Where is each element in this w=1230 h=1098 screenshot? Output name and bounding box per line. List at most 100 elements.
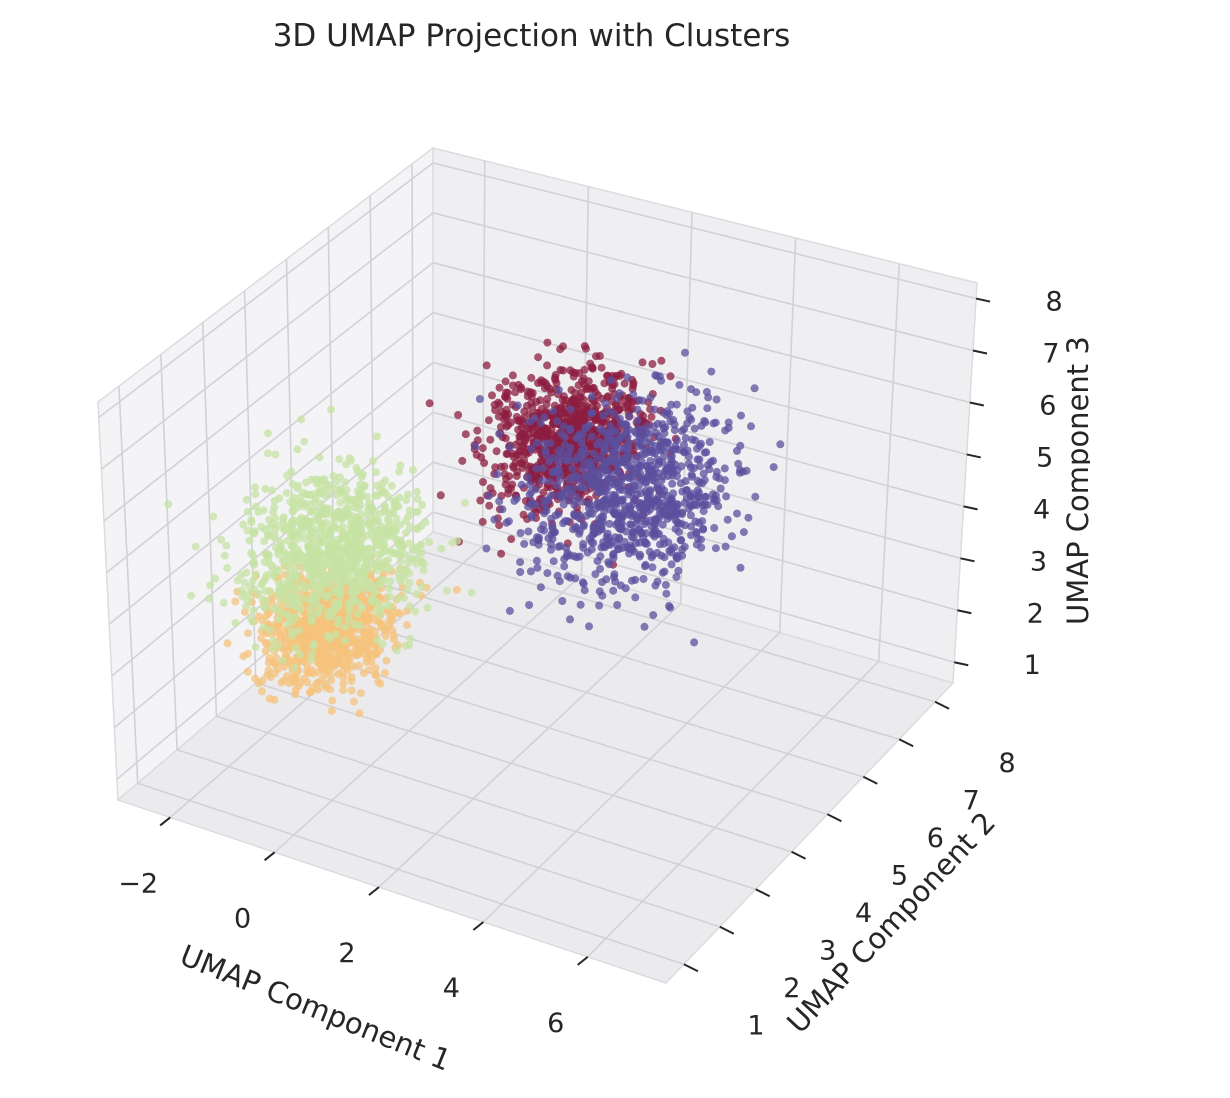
data-point <box>307 500 315 509</box>
data-point <box>520 456 529 465</box>
data-point <box>558 597 567 605</box>
data-point <box>347 673 356 681</box>
data-point <box>600 379 609 388</box>
data-point <box>315 453 324 462</box>
data-point <box>307 655 315 664</box>
data-point <box>320 475 329 483</box>
grid-line <box>98 162 434 419</box>
data-point <box>663 511 672 520</box>
data-point <box>285 612 294 621</box>
data-point <box>668 479 677 488</box>
data-point <box>394 548 403 557</box>
data-point <box>510 496 519 505</box>
data-point <box>304 557 313 566</box>
z-tick-mark <box>969 401 985 407</box>
data-point <box>565 448 574 457</box>
data-point <box>612 479 621 487</box>
data-point <box>401 641 410 650</box>
data-point <box>678 510 687 518</box>
data-point <box>596 552 605 561</box>
data-point <box>475 395 484 403</box>
data-point <box>282 489 291 497</box>
data-point <box>372 468 381 477</box>
data-point <box>596 564 604 573</box>
data-point <box>690 494 699 503</box>
data-point <box>413 495 422 504</box>
data-point <box>751 492 760 501</box>
data-point <box>292 562 301 571</box>
data-point <box>387 481 396 490</box>
data-point <box>296 605 305 614</box>
grid-line <box>111 411 434 677</box>
data-point <box>399 542 408 550</box>
data-point <box>295 650 304 659</box>
data-point <box>341 622 350 631</box>
data-point <box>716 484 725 493</box>
data-point <box>675 380 684 389</box>
grid-line <box>432 261 971 404</box>
data-point <box>373 491 382 500</box>
data-point <box>600 487 609 496</box>
data-point <box>297 415 306 424</box>
data-point <box>541 446 550 455</box>
data-point <box>505 443 514 452</box>
data-point <box>670 426 679 435</box>
data-point <box>333 511 342 520</box>
data-point <box>264 530 272 539</box>
data-point <box>395 467 404 476</box>
data-point <box>577 439 586 448</box>
data-point <box>640 445 649 454</box>
z-tick-mark <box>954 661 969 667</box>
data-point <box>711 418 720 427</box>
grid-line <box>373 581 900 741</box>
data-point <box>571 456 580 465</box>
data-point <box>610 573 618 582</box>
data-point <box>681 434 690 443</box>
grid-line <box>482 632 781 923</box>
data-point <box>291 581 300 590</box>
data-point <box>665 501 674 510</box>
data-point <box>371 664 380 673</box>
data-point <box>288 541 297 550</box>
z-tick-mark <box>966 453 981 459</box>
data-point <box>733 446 741 455</box>
data-point <box>655 443 664 452</box>
data-point <box>585 622 593 631</box>
data-point <box>501 377 510 386</box>
data-point <box>492 447 501 456</box>
data-point <box>412 590 421 598</box>
data-point <box>353 495 362 504</box>
data-point <box>298 579 307 588</box>
data-point <box>324 489 333 498</box>
data-point <box>353 609 362 618</box>
data-point <box>647 412 656 421</box>
data-point <box>347 456 356 465</box>
data-point <box>345 656 354 665</box>
data-point <box>389 520 398 529</box>
data-point <box>566 426 575 435</box>
data-point <box>317 524 326 533</box>
data-point <box>274 615 283 624</box>
z-tick-mark <box>957 609 972 615</box>
data-point <box>345 551 354 560</box>
data-point <box>566 615 574 624</box>
data-point <box>360 669 368 678</box>
y-tick-label: 2 <box>783 973 800 1004</box>
data-point <box>254 589 263 598</box>
data-point <box>575 511 584 520</box>
data-point <box>278 656 287 665</box>
data-point <box>507 535 516 544</box>
data-point <box>297 513 306 522</box>
y-tick-mark <box>862 775 878 785</box>
data-point <box>534 379 542 387</box>
data-point <box>261 573 270 582</box>
data-point <box>523 473 532 482</box>
x-tick-label: 0 <box>234 903 251 934</box>
data-point <box>461 498 470 507</box>
data-point <box>352 650 361 659</box>
data-point <box>281 588 290 597</box>
data-point <box>516 385 525 394</box>
data-point <box>403 621 411 630</box>
data-point <box>624 474 633 482</box>
data-point <box>396 461 405 470</box>
